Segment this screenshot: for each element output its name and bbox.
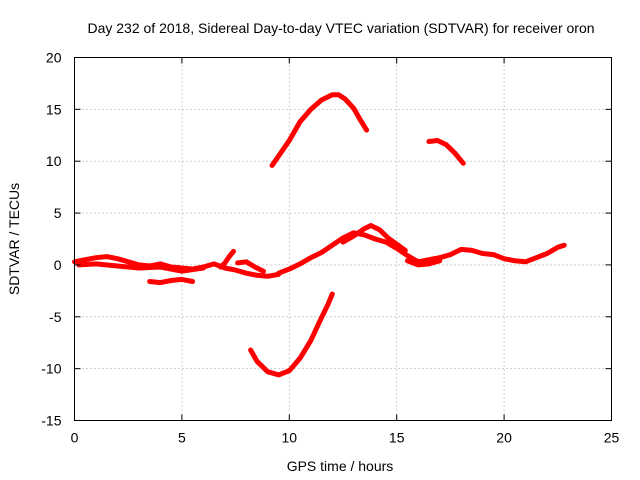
plot-frame xyxy=(74,57,612,421)
series-line-arc-hi-15 xyxy=(269,92,370,168)
y-tick-label: 15 xyxy=(46,101,62,117)
series-line-arc-wiggle-8 xyxy=(235,259,266,274)
y-tick-label: -15 xyxy=(41,413,61,429)
y-tick-label: 0 xyxy=(54,257,62,273)
x-tick-label: 20 xyxy=(496,430,512,446)
chart-title: Day 232 of 2018, Sidereal Day-to-day VTE… xyxy=(87,20,594,36)
y-tick-label: -10 xyxy=(41,361,61,377)
x-tick-label: 0 xyxy=(71,430,79,446)
series-line-arc-low-16 xyxy=(404,258,443,268)
series-line-arc-low-dip xyxy=(147,276,196,286)
x-tick-label: 15 xyxy=(389,430,405,446)
series-line-arc-hump-14 xyxy=(340,223,408,253)
series-line-arc-neg xyxy=(248,291,335,378)
x-tick-label: 25 xyxy=(604,430,620,446)
series-line-arc-main-c xyxy=(276,230,567,276)
series-layer xyxy=(72,92,567,378)
x-axis-label: GPS time / hours xyxy=(287,458,394,474)
y-axis-label: SDTVAR / TECUs xyxy=(6,183,22,295)
series-line-arc-main-b xyxy=(76,261,206,274)
y-tick-label: 10 xyxy=(46,153,62,169)
grid-layer xyxy=(74,57,612,421)
x-tick-label: 10 xyxy=(282,430,298,446)
series-line-arc-main-a xyxy=(72,254,282,279)
y-tick-label: 20 xyxy=(46,50,62,66)
y-tick-label: 5 xyxy=(54,205,62,221)
x-tick-label: 5 xyxy=(178,430,186,446)
y-tick-label: -5 xyxy=(49,309,62,325)
series-line-arc-hi-12 xyxy=(426,138,466,166)
series-line-arc-spike-7 xyxy=(218,248,236,270)
tick-layer: 0 5 10 15 20 25 -15 -10 -5 0 5 10 15 20 xyxy=(41,50,619,446)
